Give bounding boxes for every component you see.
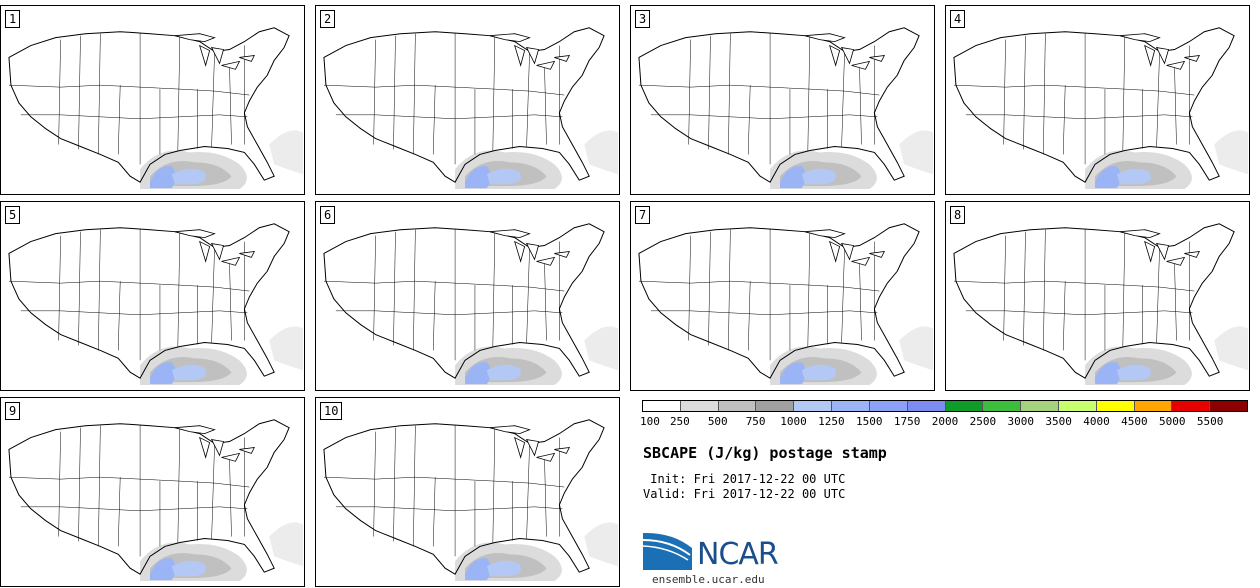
colorbar-swatch	[832, 401, 870, 411]
colorbar-swatch	[643, 401, 681, 411]
member-label: 1	[5, 10, 21, 28]
colorbar-swatch	[794, 401, 833, 411]
colorbar-swatch	[1172, 401, 1211, 411]
member-panel-5: 5	[0, 201, 305, 391]
conus-map	[323, 419, 619, 582]
colorbar-tick-label: 250	[669, 415, 690, 428]
conus-map	[8, 223, 304, 386]
colorbar-swatch	[1210, 401, 1247, 411]
member-panel-7: 7	[630, 201, 935, 391]
colorbar-swatch	[983, 401, 1022, 411]
member-label: 8	[950, 206, 966, 224]
member-panel-8: 8	[945, 201, 1250, 391]
member-label: 6	[320, 206, 336, 224]
colorbar-swatch	[1058, 401, 1097, 411]
colorbar-ticks: 100 250 500 750 1000 1250 1500 1750 2000 2500 3000…	[640, 415, 1248, 429]
colorbar-tick-label: 1000	[780, 415, 807, 428]
member-panel-6: 6	[315, 201, 620, 391]
colorbar-tick-label: 5500	[1196, 415, 1224, 428]
colorbar-swatch	[945, 401, 984, 411]
member-panel-10: 10	[315, 397, 620, 587]
colorbar-tick-label: 2000	[931, 415, 959, 428]
ensemble-url: ensemble.ucar.edu	[652, 573, 765, 586]
member-label: 2	[320, 10, 336, 28]
member-panel-2: 2	[315, 5, 620, 195]
colorbar-tick-label: 1250	[818, 415, 845, 428]
colorbar-tick-label: 750	[745, 415, 766, 428]
conus-map	[638, 223, 934, 386]
colorbar-swatch	[756, 401, 795, 411]
valid-time: Valid: Fri 2017-12-22 00 UTC	[643, 487, 846, 501]
colorbar-tick-label: 4000	[1083, 415, 1110, 428]
member-panel-4: 4	[945, 5, 1250, 195]
init-time: Init: Fri 2017-12-22 00 UTC	[643, 472, 846, 486]
colorbar-tick-label: 100	[640, 415, 660, 428]
colorbar-tick-label: 1750	[893, 415, 921, 428]
member-panel-1: 1	[0, 5, 305, 195]
conus-map	[953, 27, 1249, 190]
colorbar-tick-label: 4500	[1121, 415, 1148, 428]
conus-map	[8, 419, 304, 582]
colorbar	[642, 400, 1248, 412]
conus-map	[323, 223, 619, 386]
colorbar-swatch	[1096, 401, 1135, 411]
conus-map	[638, 27, 934, 190]
ncar-logo-icon	[642, 532, 692, 570]
member-label: 7	[635, 206, 651, 224]
colorbar-tick-label: 2500	[969, 415, 997, 428]
colorbar-swatch	[718, 401, 757, 411]
member-label: 4	[950, 10, 966, 28]
member-label: 9	[5, 402, 21, 420]
member-label: 5	[5, 206, 21, 224]
colorbar-tick-label: 500	[707, 415, 728, 428]
member-label: 10	[320, 402, 343, 420]
ncar-logo-text: NCAR	[697, 537, 779, 572]
conus-map	[953, 223, 1249, 386]
colorbar-tick-label: 1500	[856, 415, 883, 428]
colorbar-tick-label: 3500	[1045, 415, 1072, 428]
conus-map	[323, 27, 619, 190]
member-panel-9: 9	[0, 397, 305, 587]
colorbar-tick-label: 3000	[1007, 415, 1035, 428]
chart-title: SBCAPE (J/kg) postage stamp	[643, 444, 887, 462]
conus-map	[8, 27, 304, 190]
colorbar-swatch	[869, 401, 908, 411]
colorbar-tick-label: 5000	[1159, 415, 1186, 428]
colorbar-swatch	[1021, 401, 1059, 411]
colorbar-swatch	[907, 401, 946, 411]
member-label: 3	[635, 10, 651, 28]
colorbar-swatch	[680, 401, 719, 411]
colorbar-swatch	[1134, 401, 1173, 411]
member-panel-3: 3	[630, 5, 935, 195]
